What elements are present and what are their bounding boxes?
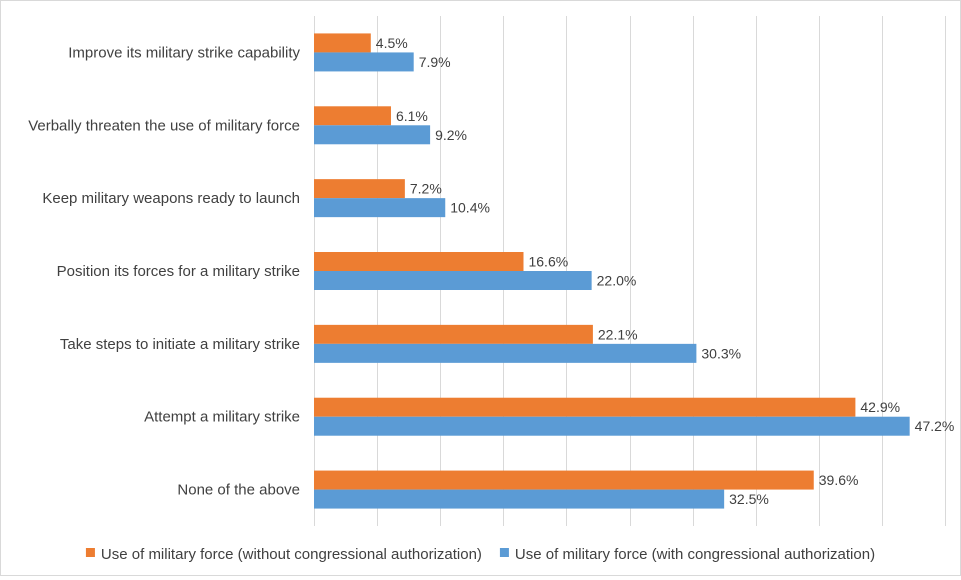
bar — [314, 33, 371, 53]
data-label: 9.2% — [435, 127, 467, 143]
bars — [314, 33, 910, 509]
legend: Use of military force (without congressi… — [85, 546, 875, 563]
data-label: 39.6% — [819, 472, 859, 488]
data-label: 22.0% — [597, 273, 637, 289]
bar — [314, 470, 814, 490]
bar — [314, 397, 856, 417]
legend-label: Use of military force (without congressi… — [101, 546, 482, 563]
category-label: Position its forces for a military strik… — [57, 263, 300, 280]
data-label: 7.9% — [419, 54, 451, 70]
data-label: 10.4% — [450, 200, 490, 216]
bar — [314, 271, 592, 290]
data-label: 7.2% — [410, 181, 442, 197]
bar — [314, 416, 910, 436]
category-label: Take steps to initiate a military strike — [60, 336, 300, 353]
legend-item: Use of military force (with congressiona… — [499, 546, 875, 563]
bar — [314, 198, 446, 218]
category-label: Verbally threaten the use of military fo… — [28, 117, 300, 134]
bar — [314, 106, 391, 126]
bar — [314, 343, 697, 363]
data-label: 42.9% — [860, 399, 900, 415]
legend-item: Use of military force (without congressi… — [85, 546, 482, 563]
category-label: Improve its military strike capability — [68, 44, 300, 61]
bar — [314, 489, 725, 509]
data-label: 4.5% — [376, 35, 408, 51]
legend-swatch — [85, 548, 95, 557]
category-label: Attempt a military strike — [144, 409, 300, 426]
data-label: 22.1% — [598, 326, 638, 342]
data-label: 32.5% — [729, 491, 769, 507]
bar — [314, 125, 431, 145]
category-label: None of the above — [177, 482, 300, 499]
legend-swatch — [499, 548, 509, 557]
data-label: 16.6% — [528, 254, 568, 270]
legend-label: Use of military force (with congressiona… — [515, 546, 875, 563]
category-label: Keep military weapons ready to launch — [42, 190, 300, 207]
data-label: 6.1% — [396, 108, 428, 124]
bar — [314, 252, 524, 271]
data-labels: 4.5% 7.9% 6.1% 9.2% 7.2% 10.4% 16.6% 22.0% 22.1%… — [376, 35, 955, 507]
bar — [314, 52, 414, 72]
bar — [314, 179, 405, 199]
bar — [314, 324, 593, 344]
category-labels: Improve its military strike capability Ve… — [28, 44, 300, 498]
data-label: 30.3% — [701, 345, 741, 361]
data-label: 47.2% — [915, 418, 955, 434]
